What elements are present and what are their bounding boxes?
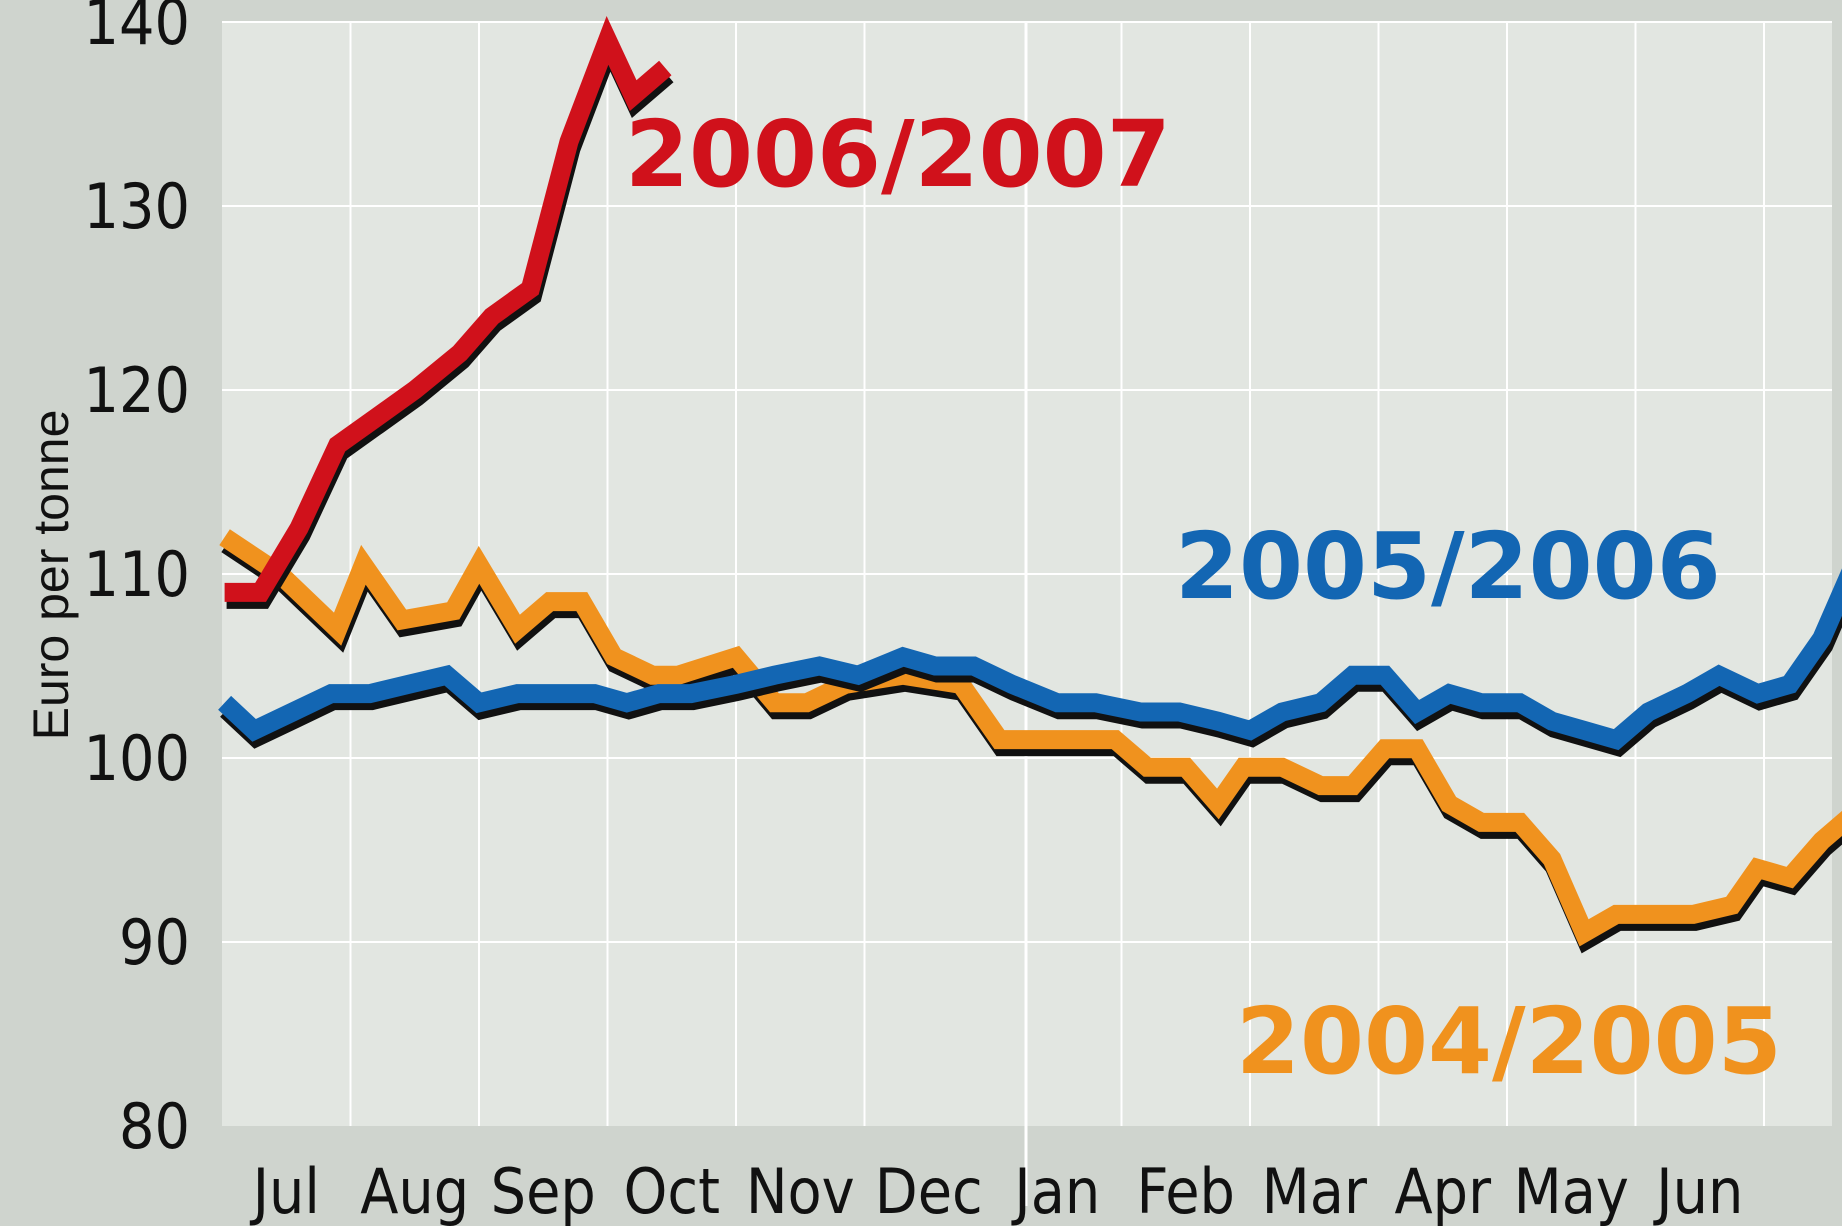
- series-label-2006-2007: 2006/2007: [625, 101, 1171, 208]
- series-label-2004-2005: 2004/2005: [1236, 988, 1782, 1095]
- y-tick-label: 90: [119, 906, 190, 979]
- x-tick-label: Nov: [746, 1155, 855, 1226]
- y-tick-label: 80: [119, 1090, 190, 1163]
- x-tick-label: Apr: [1395, 1155, 1492, 1226]
- x-tick-label: Jan: [1011, 1155, 1100, 1226]
- x-axis-tick-labels: Jul Aug Sep Oct Nov Dec Jan Feb Mar Apr May Jun: [250, 1155, 1744, 1226]
- series-line-2005-2006: [218, 568, 1842, 751]
- y-tick-label: 120: [84, 354, 190, 427]
- y-axis-tick-labels: 80 90 100 110 120 130 140: [84, 0, 190, 1163]
- x-tick-label: Sep: [491, 1155, 596, 1226]
- series-line-2004-2005: [219, 529, 1842, 947]
- y-tick-label: 100: [84, 722, 190, 795]
- y-tick-label: 130: [84, 170, 190, 243]
- x-tick-label: May: [1514, 1155, 1629, 1226]
- series-line-2006-2007: [224, 15, 672, 602]
- y-axis-label: Euro per tonne: [23, 410, 79, 741]
- x-tick-label: Dec: [875, 1155, 983, 1226]
- x-tick-label: Oct: [624, 1155, 720, 1226]
- series-label-2005-2006: 2005/2006: [1175, 513, 1721, 620]
- x-tick-label: Mar: [1262, 1155, 1367, 1226]
- x-tick-label: Jun: [1653, 1155, 1743, 1226]
- y-tick-label: 110: [84, 538, 190, 611]
- x-tick-label: Feb: [1137, 1155, 1235, 1226]
- series-lines: [218, 15, 1842, 954]
- y-tick-label: 140: [84, 0, 190, 59]
- x-tick-label: Jul: [250, 1155, 320, 1226]
- x-tick-label: Aug: [360, 1155, 469, 1226]
